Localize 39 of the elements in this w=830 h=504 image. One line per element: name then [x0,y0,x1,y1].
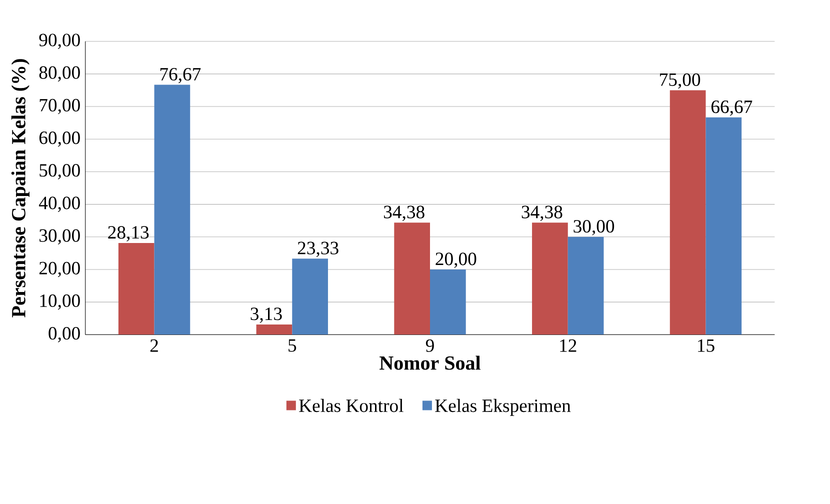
bar [568,236,604,335]
x-tick-label: 12 [560,339,576,352]
data-label: 23,33 [298,242,338,258]
bar [430,269,466,335]
bar [670,90,706,335]
legend-label: Kelas Eksperimen [435,398,571,416]
data-label: 66,67 [711,100,752,116]
bar [292,258,328,335]
y-tick-label: 10,00 [40,294,80,310]
data-label: 30,00 [574,220,614,236]
bar [118,242,154,335]
y-tick-label: 60,00 [39,131,80,147]
y-axis-title: Persentase Capaian Kelas (%) [11,59,30,318]
y-tick-label: 20,00 [39,262,80,278]
y-tick-label: 30,00 [40,229,80,245]
y-tick-label: 80,00 [39,66,80,82]
legend-label: Kelas Kontrol [299,398,404,412]
y-tick-label: 40,00 [38,196,80,212]
bar [256,324,292,335]
y-tick-label: 50,00 [40,164,80,180]
data-label: 75,00 [660,73,700,89]
bar [394,222,430,335]
x-tick-label: 9 [426,339,434,352]
data-label: 76,67 [160,68,201,84]
data-label: 34,38 [384,206,424,222]
data-label: 3,13 [250,308,282,323]
y-tick-label: 90,00 [39,34,80,49]
x-tick-label: 15 [698,339,714,352]
data-label: 20,00 [436,252,476,268]
y-tick-label: 70,00 [40,98,80,114]
bar [532,222,568,335]
x-tick-label: 5 [288,339,296,352]
x-tick-label: 2 [150,339,158,352]
data-label: 34,38 [522,206,562,222]
y-tick-label: 0,00 [48,327,80,342]
bar [154,84,190,335]
bar [706,117,742,335]
data-label: 28,13 [108,226,149,242]
x-axis-title: Nomor Soal [380,356,480,370]
